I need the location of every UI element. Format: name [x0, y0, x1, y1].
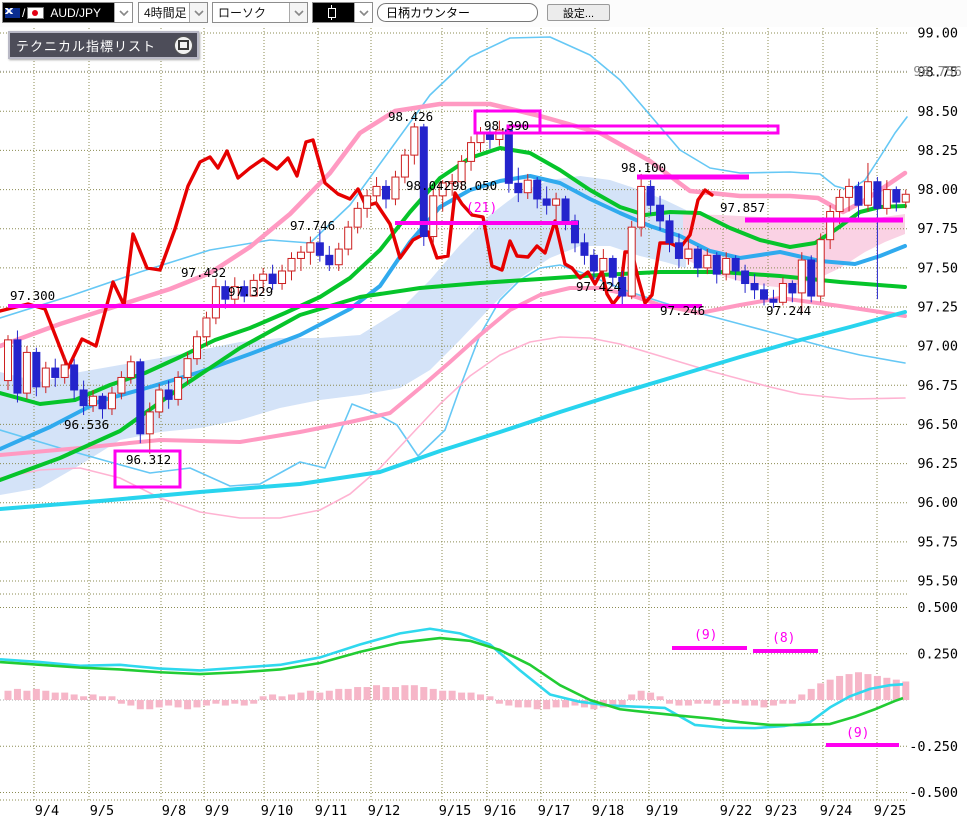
- y-axis-tick-label: 0.250: [917, 646, 958, 662]
- x-axis-date-label: 9/23: [765, 803, 798, 819]
- price-pivot-label: 97.746: [290, 218, 335, 233]
- annotation-count-label: (9): [694, 628, 717, 643]
- price-pivot-label: 97.329: [228, 284, 273, 299]
- price-pivot-label: 98.100: [621, 160, 666, 175]
- x-axis-date-label: 9/25: [874, 803, 907, 819]
- panel-title: テクニカル指標リスト: [16, 38, 157, 54]
- symbol-select[interactable]: / AUD/JPY: [2, 2, 133, 23]
- y-axis-tick-label: 97.50: [917, 260, 958, 276]
- drawn-annotations[interactable]: [8, 109, 903, 747]
- restore-icon: [178, 40, 189, 50]
- pink-ma-lower: [0, 286, 907, 457]
- red-signal-line: [0, 138, 714, 370]
- candle-color-select[interactable]: [312, 2, 373, 23]
- x-axis-date-label: 9/8: [162, 803, 186, 819]
- price-pivot-label: 96.536: [64, 417, 109, 432]
- x-axis-date-label: 9/12: [368, 803, 401, 819]
- restore-window-button[interactable]: [174, 35, 193, 55]
- y-axis-tick-label: 95.50: [917, 573, 958, 589]
- pink-ma-upper: [0, 101, 908, 349]
- y-axis-tick-label: 0.500: [917, 600, 958, 616]
- x-axis-date-label: 9/19: [646, 803, 679, 819]
- sub-cyan-line: [0, 627, 904, 730]
- x-axis-date-label: 9/24: [820, 803, 853, 819]
- day-counter-input[interactable]: [377, 3, 538, 22]
- toolbar: / AUD/JPY 4時間足 ローソク: [0, 0, 967, 27]
- price-pivot-label: 97.244: [766, 303, 811, 318]
- price-pivot-label: 97.246: [660, 303, 705, 318]
- candles: [4, 120, 910, 454]
- symbol-label: AUD/JPY: [50, 5, 102, 20]
- sub-green-line: [0, 636, 904, 727]
- x-axis-date-label: 9/22: [720, 803, 753, 819]
- thin-blue-lower-band: [0, 264, 906, 487]
- y-axis-tick-label: 98.75: [917, 65, 958, 81]
- x-axis-date-label: 9/15: [439, 803, 472, 819]
- japan-flag-icon: [27, 6, 45, 19]
- x-axis-date-label: 9/10: [261, 803, 294, 819]
- annotation-count-label: (21): [466, 201, 497, 216]
- settings-button-label: 設定...: [562, 7, 595, 20]
- x-axis-date-label: 9/9: [205, 803, 229, 819]
- x-axis-date-label: 9/18: [592, 803, 625, 819]
- chevron-down-icon[interactable]: [189, 3, 207, 22]
- y-axis-tick-label: 98.50: [917, 104, 958, 120]
- y-axis-tick-label: 96.50: [917, 417, 958, 433]
- y-axis-tick-label: 99.00: [917, 26, 958, 42]
- timeframe-select[interactable]: 4時間足: [138, 2, 208, 23]
- technical-indicator-list-panel[interactable]: テクニカル指標リスト: [8, 31, 199, 59]
- y-axis-tick-label: -0.500: [909, 785, 958, 801]
- chevron-down-icon[interactable]: [289, 3, 307, 22]
- chart-type-label: ローソク: [218, 6, 267, 20]
- cyan-ma-long: [0, 310, 907, 511]
- y-axis-tick-label: 98.25: [917, 143, 958, 159]
- price-pivot-label: 97.857: [720, 200, 765, 215]
- annotation-count-label: (8): [772, 631, 795, 646]
- chevron-down-icon[interactable]: [354, 3, 372, 22]
- flag-separator: /: [22, 5, 26, 20]
- price-pivot-label: 97.424: [576, 279, 621, 294]
- chevron-down-icon[interactable]: [114, 3, 132, 22]
- white-candle-icon: [327, 5, 336, 20]
- x-axis-date-label: 9/16: [484, 803, 517, 819]
- y-axis-tick-label: 97.75: [917, 221, 958, 237]
- ichimoku-cloud-blue: [0, 176, 686, 495]
- x-axis-date-label: 9/11: [315, 803, 348, 819]
- y-axis-tick-label: 96.25: [917, 456, 958, 472]
- price-pivot-label: 98.426: [388, 109, 433, 124]
- x-axis-date-label: 9/17: [538, 803, 571, 819]
- y-axis-tick-label: 96.00: [917, 495, 958, 511]
- price-pivot-label: 98.042: [406, 178, 451, 193]
- price-pivot-label: 97.432: [181, 265, 226, 280]
- australia-flag-icon: [5, 7, 20, 18]
- y-axis-tick-label: 97.00: [917, 339, 958, 355]
- y-axis-tick-label: 95.75: [917, 534, 958, 550]
- y-axis-tick-label: 97.25: [917, 299, 958, 315]
- chart-type-select[interactable]: ローソク: [212, 2, 308, 23]
- price-pivot-label: 96.312: [126, 452, 171, 467]
- settings-button[interactable]: 設定...: [547, 4, 610, 21]
- y-axis-tick-label: 98.00: [917, 182, 958, 198]
- green-ma-fast: [0, 146, 907, 406]
- timeframe-label: 4時間足: [144, 6, 187, 20]
- annotation-count-label: (9): [846, 726, 869, 741]
- price-pivot-label: 97.300: [10, 288, 55, 303]
- x-axis-date-label: 9/5: [90, 803, 114, 819]
- sub-histogram: [4, 672, 910, 710]
- y-axis-tick-label: 96.75: [917, 378, 958, 394]
- y-axis-tick-label: -0.250: [909, 739, 958, 755]
- y-axis-extra-label: 98.756: [913, 64, 962, 80]
- thin-pink-band: [0, 336, 906, 519]
- price-pivot-label: 98.390: [484, 118, 529, 133]
- x-axis-date-label: 9/4: [35, 803, 59, 819]
- price-pivot-label: 98.050: [452, 178, 497, 193]
